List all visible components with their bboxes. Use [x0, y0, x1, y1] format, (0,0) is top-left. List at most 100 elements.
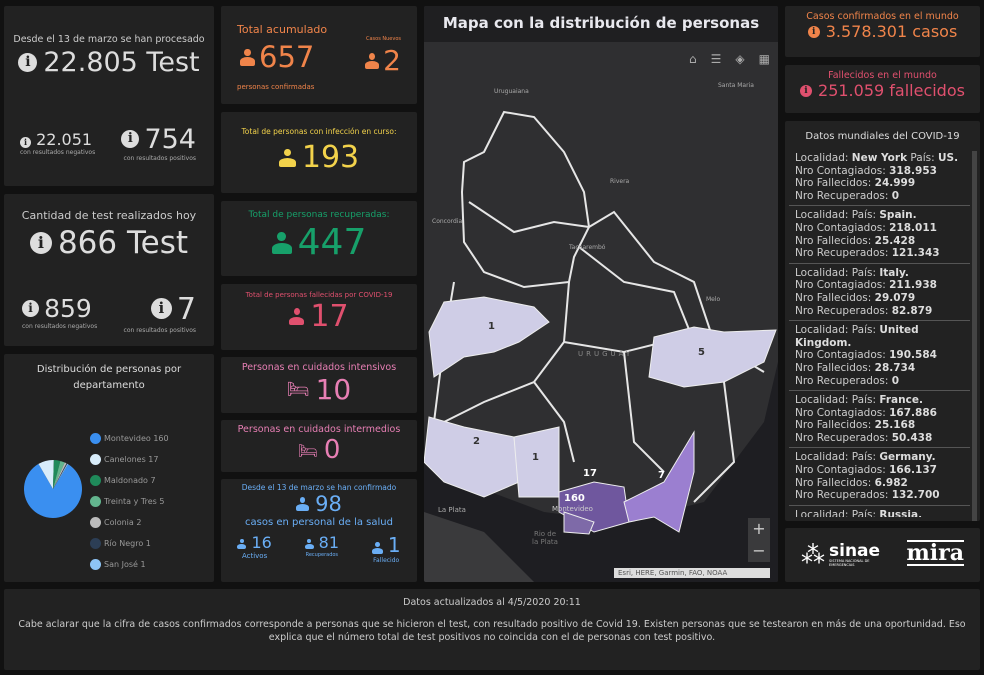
layers-icon[interactable]: ◈ [735, 52, 745, 66]
person-icon [237, 538, 247, 549]
world-item-field: 28.734 [874, 361, 916, 374]
world-item-field: Localidad: [795, 324, 849, 337]
sinae-text: sinae [829, 541, 881, 561]
legend-item[interactable]: Río Negro 1 [90, 533, 169, 554]
map-label-region: 5 [698, 347, 705, 358]
info-icon[interactable]: i [800, 84, 813, 97]
footer-panel: Datos actualizados al 4/5/2020 20:11 Cab… [4, 589, 980, 670]
pie-slice-maldonado[interactable] [53, 460, 61, 489]
legend-swatch [90, 433, 101, 444]
pie-slice-río-negro[interactable] [53, 463, 68, 489]
legend-label: Río Negro 1 [104, 539, 151, 548]
map-canvas[interactable] [424, 42, 778, 582]
legend-label: San José 1 [104, 560, 146, 569]
tests-total-positive: 754 [144, 124, 196, 155]
world-item-field: Nro Fallecidos: [795, 291, 872, 304]
person-icon [240, 48, 255, 66]
legend-label: Montevideo 160 [104, 434, 169, 443]
accum-value: 657 [259, 40, 315, 74]
info-icon[interactable]: i [20, 137, 31, 148]
place-label: Melo [706, 296, 721, 303]
world-item-field: Nro Fallecidos: [795, 419, 872, 432]
argentina-land [424, 512, 534, 582]
world-item-field: Nro Fallecidos: [795, 476, 872, 489]
world-item-field: País: [851, 324, 877, 337]
world-item-field: Nro Contagiados: [795, 221, 886, 234]
negative-label: con resultados negativos [20, 149, 96, 156]
world-list-item[interactable]: Localidad: País: Germany. Nro Contagiados… [789, 448, 970, 506]
scrollbar[interactable] [972, 151, 977, 521]
world-item-field: 121.343 [891, 247, 940, 260]
world-list-item[interactable]: Localidad: País: United Kingdom. Nro Cont… [789, 321, 970, 392]
world-item-field: United Kingdom. [795, 324, 919, 349]
place-label: La Plata [438, 506, 466, 514]
world-list-item[interactable]: Localidad: País: France. Nro Contagiados:… [789, 391, 970, 449]
world-item-field: País: [851, 209, 877, 222]
legend-item[interactable]: Colonia 2 [90, 512, 169, 533]
world-list-item[interactable]: Localidad: País: Spain. Nro Contagiados: … [789, 206, 970, 264]
pie-slice-san-josé[interactable] [53, 463, 69, 489]
place-label: Tacuarembó [569, 244, 606, 251]
world-item-field: Italy. [879, 266, 909, 279]
tests-total-value: 22.805 Test [43, 47, 200, 78]
world-item-field: Localidad: [795, 152, 849, 164]
zoom-in-button[interactable]: + [752, 519, 766, 538]
legend-item[interactable]: Canelones 17 [90, 449, 169, 470]
map-label-region: 1 [532, 452, 539, 463]
world-item-field: 190.584 [889, 349, 937, 362]
world-item-field: Nro Contagiados: [795, 279, 886, 292]
info-icon[interactable]: i [150, 298, 172, 319]
legend-item[interactable]: Treinta y Tres 5 [90, 491, 169, 512]
info-icon[interactable]: i [22, 300, 39, 317]
recovered-value: 447 [297, 222, 367, 263]
world-item-field: 167.886 [889, 406, 937, 419]
basemap-gallery-icon[interactable]: ▦ [758, 52, 770, 66]
pie-chart [24, 460, 82, 518]
world-item-field: 218.011 [889, 221, 937, 234]
legend-swatch [90, 538, 101, 549]
deaths-panel: Total de personas fallecidas por COVID-1… [221, 284, 417, 350]
world-cases-value: 3.578.301 casos [825, 22, 958, 41]
world-item-field: País: [851, 451, 877, 464]
intermediate-panel: Personas en cuidados intermedios 🛏 0 [221, 420, 417, 472]
world-list-item[interactable]: Localidad: País: Russia. [789, 506, 970, 517]
pie-legend: Montevideo 160 Canelones 17 Maldonado 7 Tre… [90, 428, 169, 575]
sinae-symbol-icon: ⁂ [801, 541, 825, 569]
recovered-title: Total de personas recuperadas: [248, 210, 390, 220]
world-item-field: 82.879 [891, 304, 933, 317]
map-label-region: 1 [488, 321, 495, 332]
info-icon[interactable]: i [29, 232, 52, 254]
stat-label: Fallecido [373, 557, 400, 564]
icu-panel: Personas en cuidados intensivos 🛏 10 [221, 357, 417, 413]
map-label-region: 160 [564, 493, 585, 504]
home-icon[interactable]: ⌂ [689, 52, 697, 66]
pie-slice-colonia[interactable] [53, 462, 67, 489]
pie-slice-treinta-y-tres[interactable] [53, 460, 65, 489]
world-deaths-panel: Fallecidos en el mundo i 251.059 fallecid… [785, 65, 980, 113]
icu-value: 10 [315, 373, 352, 406]
legend-item[interactable]: Montevideo 160 [90, 428, 169, 449]
world-item-field: 166.137 [889, 464, 937, 477]
world-item-field: 25.168 [874, 419, 916, 432]
world-list-item[interactable]: Localidad: País: Italy. Nro Contagiados: … [789, 264, 970, 322]
updated-text: Datos actualizados al 4/5/2020 20:11 [403, 597, 581, 608]
world-list-item[interactable]: Localidad: New York País: US. Nro Contagi… [789, 149, 970, 207]
world-list[interactable]: Localidad: New York País: US. Nro Contagi… [789, 149, 970, 517]
info-icon[interactable]: i [807, 25, 820, 38]
zoom-controls: + − [748, 518, 770, 562]
pie-slice-canelones[interactable] [38, 460, 54, 489]
map-label-region: 17 [583, 468, 597, 479]
world-item-field: Localidad: [795, 451, 849, 464]
zoom-out-button[interactable]: − [752, 541, 766, 560]
map-label-region: 2 [473, 436, 480, 447]
accum-label: personas confirmadas [237, 83, 315, 91]
world-item-field: Localidad: [795, 508, 849, 517]
legend-icon[interactable]: ☰ [710, 52, 722, 66]
world-item-field: Nro Contagiados: [795, 349, 886, 362]
info-icon[interactable]: i [18, 53, 38, 72]
info-icon[interactable]: i [121, 130, 140, 148]
pie-slice-montevideo[interactable] [24, 463, 82, 518]
legend-item[interactable]: Maldonado 7 [90, 470, 169, 491]
legend-item[interactable]: San José 1 [90, 554, 169, 575]
